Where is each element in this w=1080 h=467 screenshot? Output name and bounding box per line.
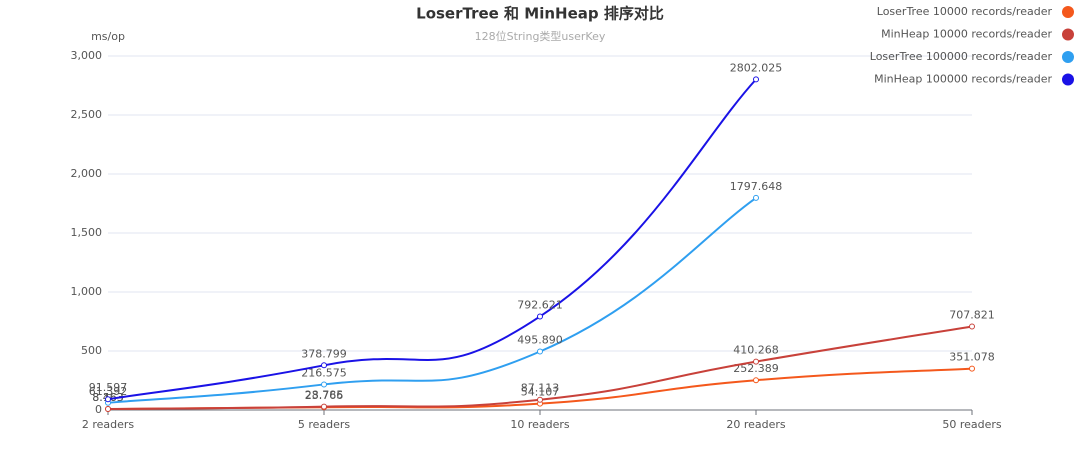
data-point — [753, 76, 759, 83]
data-label: 792.621 — [517, 298, 563, 311]
data-label: 61.392 — [89, 385, 128, 398]
data-point — [753, 377, 759, 384]
chart-subtitle: 128位String类型userKey — [475, 29, 606, 43]
data-label: 28.785 — [305, 389, 344, 402]
data-label: 495.890 — [517, 333, 563, 346]
data-point — [537, 313, 543, 320]
series-line — [107, 197, 757, 404]
y-tick-label: 2,000 — [71, 167, 103, 180]
legend-marker — [1062, 6, 1074, 18]
data-point — [537, 396, 543, 403]
x-tick-label: 5 readers — [298, 418, 351, 431]
data-point — [753, 194, 759, 201]
data-label: 252.389 — [733, 362, 779, 375]
data-point — [321, 381, 327, 388]
chart-title: LoserTree 和 MinHeap 排序对比 — [416, 5, 664, 23]
data-label: 216.575 — [301, 366, 347, 379]
data-label: 54.107 — [521, 386, 560, 399]
series-line — [107, 78, 757, 401]
x-tick-label: 10 readers — [510, 418, 570, 431]
legend-marker — [1062, 73, 1074, 86]
data-point — [537, 348, 543, 355]
y-tick-label: 1,000 — [71, 285, 103, 298]
data-label: 378.799 — [301, 347, 347, 360]
data-label: 23.766 — [305, 389, 344, 402]
data-label: 87.113 — [521, 382, 560, 395]
y-tick-label: 0 — [95, 403, 102, 416]
data-point — [753, 358, 759, 365]
x-tick-label: 20 readers — [726, 418, 786, 431]
data-label: 2802.025 — [730, 61, 783, 74]
legend-label: LoserTree 100000 records/reader — [870, 50, 1053, 63]
data-point — [105, 406, 111, 413]
data-label: 91.597 — [89, 381, 128, 394]
legend-marker — [1062, 51, 1074, 63]
legend-label: MinHeap 100000 records/reader — [874, 73, 1052, 86]
data-label: 707.821 — [949, 308, 995, 321]
data-point — [105, 396, 111, 403]
x-tick-label: 50 readers — [942, 418, 1002, 431]
data-point — [321, 362, 327, 369]
legend-label: MinHeap 10000 records/reader — [881, 28, 1052, 41]
data-point — [969, 365, 975, 372]
data-label: 1797.648 — [730, 180, 783, 193]
legend-marker — [1062, 28, 1074, 41]
y-tick-label: 3,000 — [71, 49, 103, 62]
legend-label: LoserTree 10000 records/reader — [877, 5, 1053, 18]
x-tick-label: 2 readers — [82, 418, 135, 431]
y-tick-label: 2,500 — [71, 108, 103, 121]
data-point — [969, 323, 975, 330]
y-tick-label: 1,500 — [71, 226, 103, 239]
data-label: 351.078 — [949, 351, 995, 364]
data-label: 410.268 — [733, 344, 779, 357]
data-point — [321, 403, 327, 410]
y-axis-label: ms/op — [91, 30, 125, 43]
y-tick-label: 500 — [81, 344, 102, 357]
